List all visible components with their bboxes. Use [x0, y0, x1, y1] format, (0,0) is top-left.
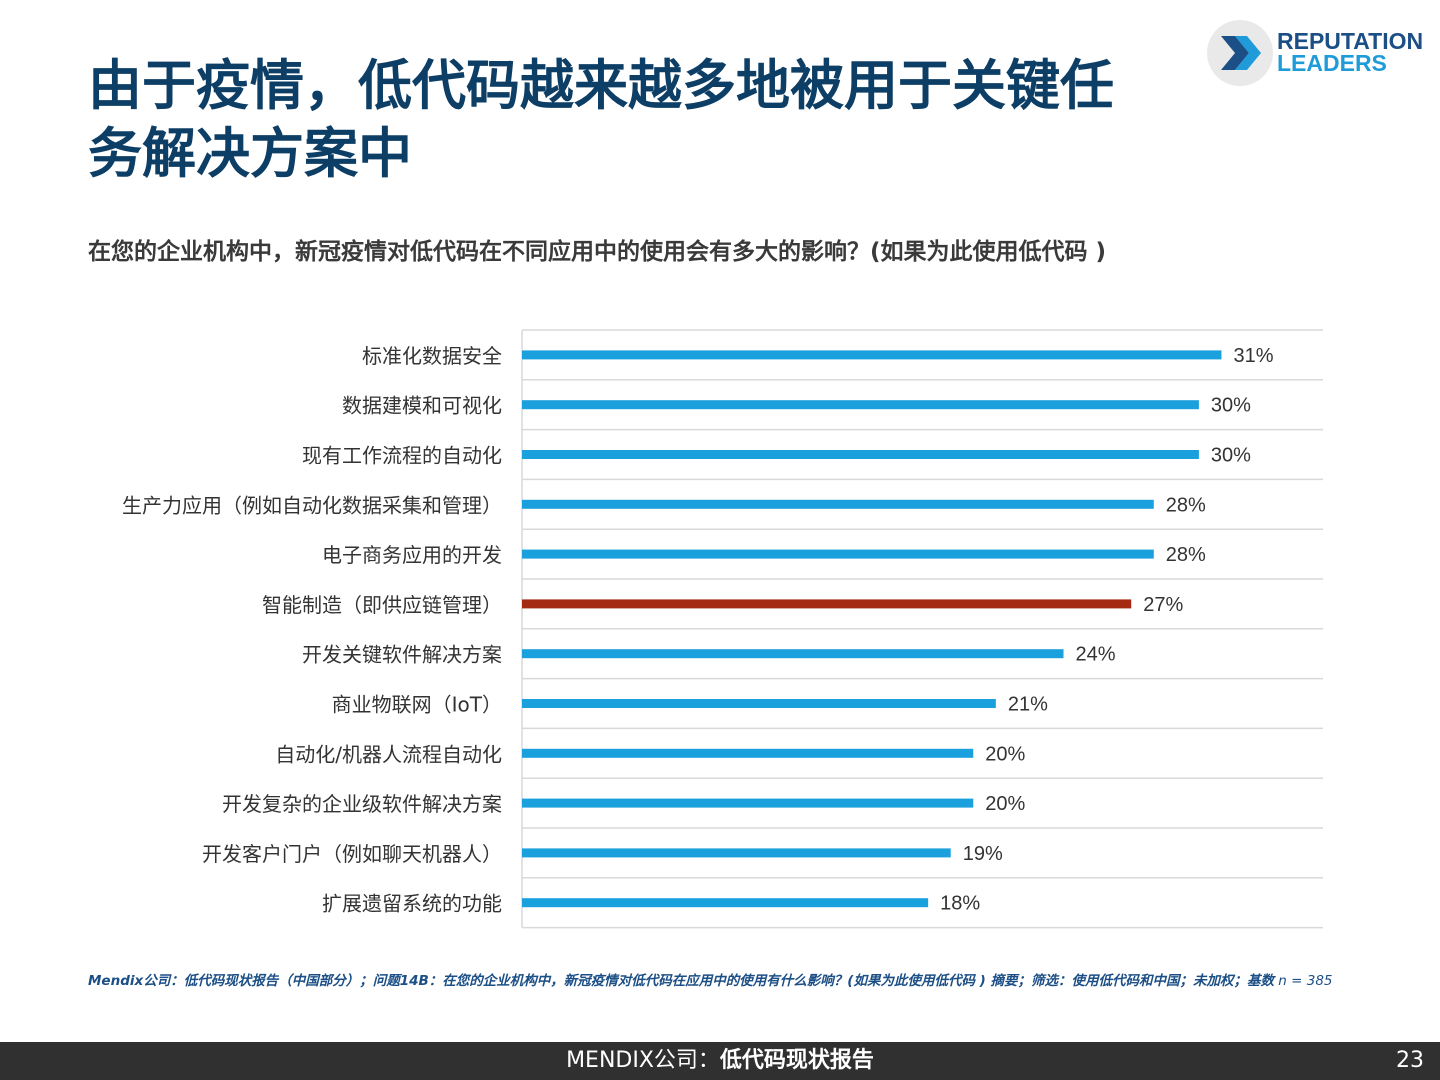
- logo-text: REPUTATION LEADERS: [1277, 28, 1424, 76]
- category-label: 商业物联网（IoT）: [332, 693, 502, 717]
- value-label: 30%: [1211, 395, 1251, 417]
- category-label: 现有工作流程的自动化: [302, 444, 502, 468]
- category-label: 标准化数据安全: [362, 344, 502, 368]
- logo-line-2: LEADERS: [1277, 50, 1387, 76]
- category-label: 扩展遗留系统的功能: [322, 892, 502, 916]
- category-label: 智能制造（即供应链管理）: [262, 593, 502, 617]
- value-label: 30%: [1211, 445, 1251, 467]
- value-label: 21%: [1008, 694, 1048, 716]
- chevron-logo-icon: [1207, 20, 1273, 86]
- value-label: 31%: [1233, 345, 1273, 367]
- bar: [522, 450, 1199, 459]
- bar: [522, 499, 1154, 509]
- category-label: 开发复杂的企业级软件解决方案: [222, 792, 502, 816]
- page-title: 由于疫情，低代码越来越多地被用于关键任 务解决方案中: [88, 52, 1188, 188]
- survey-question: 在您的企业机构中，新冠疫情对低代码在不同应用中的使用会有多大的影响？(如果为此使…: [88, 239, 1107, 265]
- value-label: 18%: [940, 893, 980, 915]
- category-label: 开发关键软件解决方案: [302, 643, 502, 667]
- footnote-source: Mendix公司：低代码现状报告（中国部分）；问题14B：在您的企业机构中，新冠…: [88, 973, 1275, 989]
- footnote-base: n = 385: [1274, 973, 1333, 989]
- category-label: 数据建模和可视化: [342, 394, 502, 418]
- bar: [522, 649, 1064, 659]
- value-label: 24%: [1076, 644, 1116, 666]
- page-title-line-1: 由于疫情，低代码越来越多地被用于关键任: [88, 54, 1114, 117]
- value-label: 19%: [963, 843, 1003, 865]
- category-label: 自动化/机器人流程自动化: [275, 742, 502, 766]
- reputation-leaders-logo: REPUTATION LEADERS: [1205, 18, 1430, 88]
- logo-line-1: REPUTATION: [1277, 28, 1424, 54]
- value-label: 20%: [985, 743, 1025, 765]
- bar: [522, 898, 929, 908]
- bar: [522, 350, 1222, 360]
- horizontal-bar-chart: 标准化数据安全 31% 数据建模和可视化 30% 现有工作流程的自动化 30% 生产力应用（…: [122, 329, 1323, 929]
- value-label: 20%: [985, 793, 1025, 815]
- category-label: 电子商务应用的开发: [322, 543, 502, 567]
- page-title-line-2: 务解决方案中: [88, 122, 412, 185]
- bar: [522, 400, 1199, 410]
- footer-company: MENDIX公司：: [566, 1048, 720, 1073]
- footer-report-name: 低代码现状报告: [719, 1048, 874, 1073]
- footer-title: MENDIX公司：低代码现状报告: [0, 1046, 1440, 1076]
- value-label: 28%: [1166, 544, 1206, 566]
- bar: [522, 798, 974, 808]
- footer-bar: MENDIX公司：低代码现状报告 23: [0, 1042, 1440, 1080]
- bar: [522, 549, 1154, 559]
- value-label: 27%: [1143, 594, 1183, 616]
- footnote: Mendix公司：低代码现状报告（中国部分）；问题14B：在您的企业机构中，新冠…: [88, 970, 1348, 992]
- value-label: 28%: [1166, 494, 1206, 516]
- bar: [522, 599, 1132, 609]
- bar: [522, 699, 996, 708]
- category-label: 开发客户门户（例如聊天机器人）: [202, 842, 502, 866]
- bar: [522, 748, 974, 758]
- bar: [522, 848, 951, 858]
- page-number: 23: [1396, 1048, 1424, 1073]
- category-label: 生产力应用（例如自动化数据采集和管理）: [122, 493, 502, 517]
